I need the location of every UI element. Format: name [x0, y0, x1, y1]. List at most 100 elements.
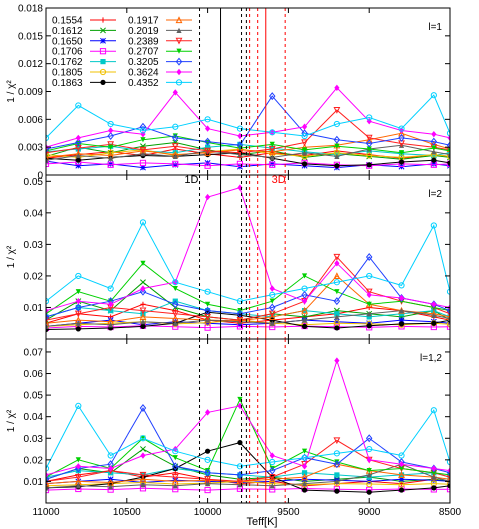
data-point-p2-0.2707-8 — [301, 273, 308, 279]
legend-marker — [99, 68, 107, 76]
data-point-p1-0.1650-12 — [430, 160, 437, 167]
data-point-p1-0.3624-8 — [301, 123, 308, 130]
data-point-p3-0.3624-1 — [75, 463, 81, 470]
data-point-p1-0.2707-9 — [334, 143, 340, 149]
data-point-p2-0.1650-5 — [204, 320, 211, 327]
data-point-p3-0.3624-2 — [108, 465, 114, 472]
data-point-p2-0.1554-4 — [172, 308, 178, 314]
ytick-label-p1-1: 0.003 — [18, 143, 43, 154]
ytick-label-p2-1: 0.02 — [24, 271, 44, 282]
data-point-p3-0.1917-3 — [139, 475, 147, 483]
data-point-p3-0.3205-7 — [268, 466, 276, 475]
data-point-p3-0.2019-13 — [447, 478, 450, 485]
series-line-p2-0.2389 — [46, 256, 450, 321]
data-point-p2-0.3205-9 — [333, 297, 341, 306]
data-point-p1-0.2707-11 — [398, 150, 405, 156]
series-line-p2-0.1762 — [46, 300, 450, 318]
xtick-label-3: 9500 — [277, 507, 300, 518]
data-point-p1-0.1805-10 — [366, 152, 373, 159]
data-point-p2-0.2707-5 — [205, 301, 211, 307]
data-point-p1-0.2019-4 — [172, 153, 178, 160]
data-point-p2-0.4352-9 — [333, 279, 340, 286]
data-point-p3-0.2707-5 — [205, 468, 211, 474]
data-point-p3-0.2389-9 — [333, 437, 341, 445]
data-point-p2-0.1917-13 — [446, 313, 450, 321]
series-line-p2-0.1917 — [46, 275, 450, 324]
ytick-label-p3-1: 0.02 — [24, 455, 44, 466]
annotation-p2-1: 3D — [272, 174, 286, 186]
data-point-p1-0.2389-5 — [204, 147, 212, 155]
data-point-p1-0.3205-11 — [398, 133, 405, 142]
data-point-p1-0.1863-8 — [301, 161, 308, 167]
data-point-p2-0.1917-9 — [333, 272, 341, 280]
xtick-label-4: 9000 — [358, 507, 381, 518]
series-line-p3-0.1762 — [46, 467, 450, 478]
data-point-p2-0.1863-3 — [140, 323, 146, 329]
data-point-p2-0.3205-7 — [268, 303, 276, 312]
data-point-p2-0.2019-12 — [431, 312, 437, 318]
data-point-p3-0.2019-0 — [46, 485, 49, 491]
data-point-p1-0.3624-11 — [398, 127, 405, 134]
data-point-p1-0.3624-1 — [75, 134, 81, 142]
data-point-p3-0.1863-9 — [334, 488, 340, 494]
data-point-p3-0.2707-4 — [172, 455, 178, 461]
panel-p2: 0.01 0.02 0.03 0.04 0.05 1 / χ² l=2 1D 3D — [6, 174, 451, 340]
data-point-p1-0.3624-9 — [334, 84, 340, 91]
legend: 0.15540.16120.16500.17060.17620.18050.18… — [52, 16, 192, 89]
data-point-p2-0.3205-0 — [46, 312, 50, 321]
data-point-p3-0.3624-13 — [447, 467, 450, 474]
data-point-p1-0.3205-4 — [172, 133, 179, 142]
legend-marker — [176, 68, 182, 76]
data-point-p1-0.1650-7 — [269, 160, 276, 167]
series-line-p3-0.2389 — [46, 439, 450, 482]
data-point-p1-0.3205-10 — [365, 139, 373, 148]
data-point-p3-0.2019-3 — [140, 482, 146, 488]
data-point-p3-0.4352-11 — [398, 452, 405, 459]
data-point-p1-0.3205-2 — [107, 132, 114, 141]
legend-entry-0.3205: 0.3205 — [128, 57, 192, 68]
data-point-p2-0.2707-7 — [269, 298, 275, 304]
legend-label: 0.1706 — [52, 47, 83, 58]
plot-frame-p3 — [45, 338, 451, 504]
data-point-p3-0.3205-9 — [333, 460, 341, 469]
data-point-p1-0.2389-8 — [301, 139, 308, 147]
data-point-p2-0.1863-9 — [334, 325, 340, 331]
data-point-p3-0.3624-11 — [398, 460, 405, 468]
data-point-p2-0.1917-7 — [268, 313, 276, 321]
data-point-p3-0.2707-12 — [431, 470, 437, 476]
ytick-label-p2-2: 0.03 — [24, 240, 44, 251]
series-line-p3-0.2707 — [46, 398, 450, 478]
series-line-p2-0.4352 — [46, 221, 450, 302]
data-point-p2-0.2389-9 — [333, 253, 341, 261]
data-point-p1-0.3205-9 — [333, 135, 341, 144]
data-point-p1-0.1762-5 — [205, 144, 211, 150]
panels-group: 0 0.003 0.006 0.009 0.012 0.015 0.018 1 / χ² l=1… — [6, 4, 451, 504]
data-point-p3-0.2019-4 — [172, 483, 178, 489]
series-line-p1-0.2389 — [46, 109, 450, 154]
data-point-p3-0.1863-8 — [301, 487, 308, 493]
data-point-p1-0.2019-2 — [108, 155, 114, 161]
data-point-p3-0.1650-12 — [430, 477, 437, 484]
ytick-label-p3-5: 0.06 — [24, 369, 44, 380]
panel-label-p2: l=2 — [428, 189, 442, 200]
data-point-p2-0.4352-8 — [301, 285, 308, 292]
data-point-p2-0.2019-11 — [398, 308, 405, 314]
data-point-p2-0.2389-0 — [46, 316, 50, 324]
data-point-p3-0.1805-11 — [398, 481, 405, 488]
series-line-p3-0.4352 — [46, 404, 450, 469]
legend-label: 0.3205 — [128, 57, 159, 68]
xtick-label-1: 10500 — [113, 507, 141, 518]
data-point-p1-0.2019-13 — [447, 151, 450, 158]
data-point-p2-0.2019-13 — [447, 315, 450, 322]
data-point-p1-0.4352-11 — [398, 125, 405, 132]
data-point-p3-0.1762-8 — [301, 470, 308, 476]
data-point-p3-0.1863-11 — [398, 487, 405, 493]
series-line-p2-0.1863 — [46, 311, 450, 330]
data-point-p1-0.1863-12 — [431, 157, 437, 163]
data-point-p2-0.4352-1 — [75, 272, 82, 280]
ytick-label-p3-3: 0.04 — [24, 412, 44, 423]
data-point-p1-0.1650-4 — [172, 161, 179, 168]
series-group-p2 — [46, 184, 450, 333]
legend-marker — [100, 27, 106, 34]
